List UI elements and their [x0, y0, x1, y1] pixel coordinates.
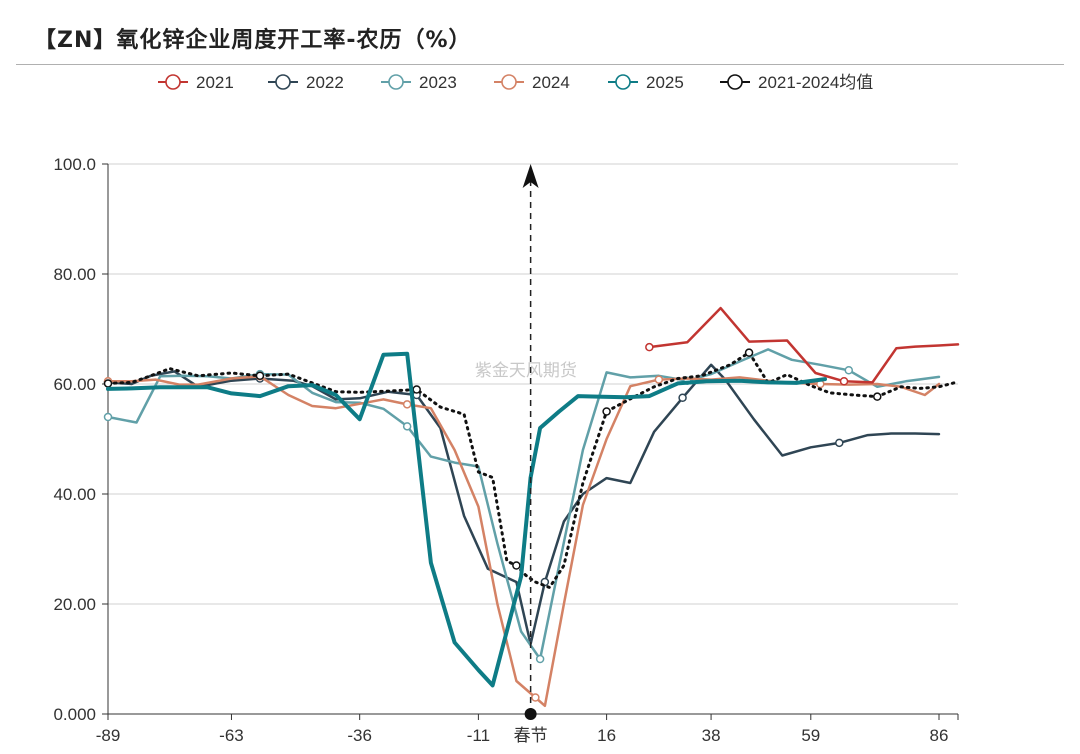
y-tick-label: 60.00 [53, 375, 96, 394]
data-point-avg [512, 561, 521, 570]
x-tick-label: -63 [219, 726, 244, 745]
series-lines [103, 306, 960, 708]
y-tick-label: 80.00 [53, 265, 96, 284]
data-point-avg [103, 379, 113, 388]
chart-legend: 2021 2022 2023 2024 2025 2021-2024均值 [158, 73, 873, 92]
y-tick-label: 100.0 [53, 155, 96, 174]
legend-label: 2023 [419, 73, 457, 92]
legend-swatch-circle-icon [501, 74, 517, 90]
legend-label: 2024 [532, 73, 570, 92]
y-gridlines [108, 163, 958, 605]
data-point-avg [744, 348, 754, 357]
legend-label: 2021 [196, 73, 234, 92]
legend-swatch-circle-icon [165, 74, 181, 90]
x-tick-label: 86 [930, 726, 949, 745]
data-point-2022 [678, 393, 687, 402]
spring-festival-dot [524, 708, 537, 720]
legend-swatch-circle-icon [615, 74, 631, 90]
series-line-2022 [106, 363, 941, 646]
data-point-avg [873, 392, 882, 401]
data-point-2021 [645, 342, 654, 352]
legend-item-2024: 2024 [494, 73, 570, 92]
data-point-2021 [839, 377, 849, 386]
legend-swatch-circle-icon [275, 74, 291, 90]
x-tick-label: -89 [96, 726, 121, 745]
legend-label: 2021-2024均值 [758, 73, 873, 92]
x-tick-label: 59 [801, 726, 820, 745]
legend-item-2021: 2021 [158, 73, 234, 92]
legend-item-2025: 2025 [608, 73, 684, 92]
legend-item-avg: 2021-2024均值 [720, 73, 873, 92]
legend-swatch-circle-icon [388, 74, 404, 90]
series-line-2021 [648, 306, 960, 384]
x-tick-label: -11 [467, 726, 490, 745]
data-point-2023 [844, 366, 854, 375]
data-point-avg [255, 371, 265, 380]
series-line-avg [106, 351, 960, 589]
data-point-2022 [835, 438, 844, 448]
data-point-2024 [531, 693, 540, 702]
x-tick-label: 16 [597, 726, 616, 745]
y-tick-label: 40.00 [53, 485, 96, 504]
spring-festival-marker [522, 164, 539, 720]
watermark: 紫金天风期货 [475, 361, 577, 381]
data-point-2023 [103, 412, 113, 422]
data-point-2023 [402, 422, 412, 431]
y-tick-label: 0.000 [53, 705, 96, 724]
x-tick-label: -36 [347, 726, 372, 745]
chart-title: 【ZN】氧化锌企业周度开工率-农历（%） [34, 28, 472, 53]
data-point-avg [602, 407, 611, 416]
legend-swatch-circle-icon [727, 74, 743, 90]
x-tick-label: 38 [702, 726, 721, 745]
data-point-2024 [402, 400, 412, 409]
legend-item-2022: 2022 [268, 73, 344, 92]
title-divider [16, 64, 1064, 65]
series-line-2025 [106, 351, 827, 688]
chart-axes: 0.000 20.00 40.00 60.00 80.00 100.0 -89 -63 -36 -… [53, 155, 959, 745]
legend-label: 2022 [306, 73, 344, 92]
x-tick-label: 春节 [514, 726, 548, 745]
data-point-2024 [654, 375, 664, 384]
y-tick-label: 20.00 [53, 595, 96, 614]
data-point-avg [412, 385, 421, 394]
legend-item-2023: 2023 [381, 73, 457, 92]
data-point-2023 [535, 654, 545, 664]
legend-label: 2025 [646, 73, 684, 92]
arrow-head-icon [522, 164, 539, 188]
